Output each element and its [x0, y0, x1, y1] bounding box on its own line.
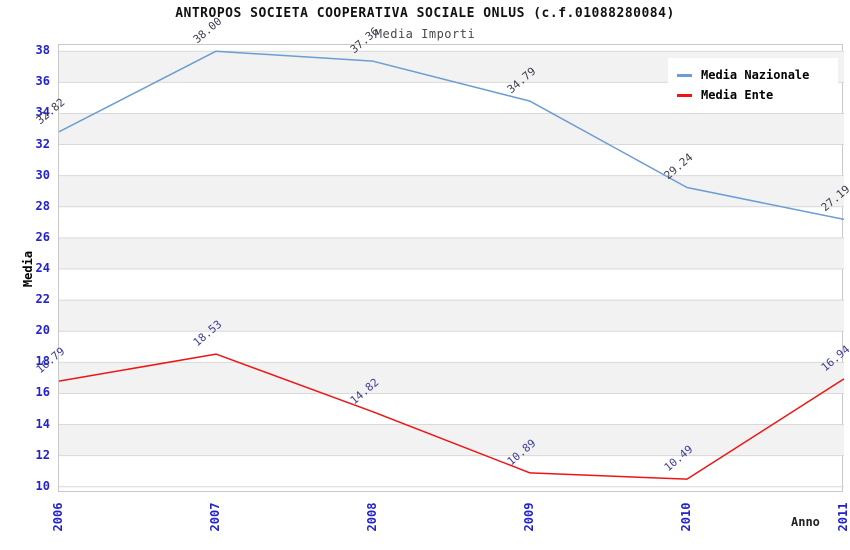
chart-title: ANTROPOS SOCIETA COOPERATIVA SOCIALE ONL…: [175, 6, 675, 21]
series-line-nazionale: [58, 50, 845, 221]
x-tick-label: 2009: [522, 502, 536, 532]
y-tick-label: 14: [35, 416, 50, 431]
legend-item-media-nazionale: Media Nazionale: [677, 65, 829, 85]
band: [59, 237, 844, 269]
y-tick-label: 12: [35, 447, 50, 462]
band: [59, 362, 844, 394]
band: [59, 175, 844, 207]
y-tick-label: 22: [35, 292, 50, 307]
x-tick-label: 2006: [51, 502, 65, 532]
y-tick-label: 10: [35, 478, 50, 493]
chart-subtitle: Media Importi: [374, 27, 476, 41]
y-tick-label: 20: [35, 323, 50, 338]
y-tick-label: 38: [35, 43, 50, 58]
point-value-text: 32.82: [33, 95, 68, 127]
y-tick-label: 18: [35, 354, 50, 369]
plot-svg: [58, 50, 845, 488]
point-value-text: 16.79: [33, 344, 68, 377]
y-tick-label: 30: [35, 167, 50, 182]
series-line-ente: [58, 353, 845, 480]
x-tick-label: 2007: [208, 502, 222, 532]
y-tick-label: 32: [35, 136, 50, 151]
x-axis-title: Anno: [791, 515, 820, 529]
band: [59, 113, 844, 145]
x-tick-label: 2008: [365, 502, 379, 532]
x-tick-label: 2011: [836, 502, 850, 532]
y-tick-label: 16: [35, 385, 50, 400]
y-tick-label: 26: [35, 229, 50, 244]
legend: Media Nazionale Media Ente: [668, 58, 838, 112]
plot-area: [58, 44, 845, 492]
y-tick-label: 28: [35, 198, 50, 213]
y-tick-label: 36: [35, 74, 50, 89]
line-swatch-icon: [677, 93, 692, 97]
legend-item-media-ente: Media Ente: [677, 85, 829, 105]
legend-label: Media Ente: [701, 88, 774, 102]
band: [59, 300, 844, 332]
y-tick-label: 24: [35, 261, 50, 275]
y-tick-label: 34: [35, 105, 50, 120]
band: [59, 424, 844, 456]
x-tick-label: 2010: [679, 502, 693, 532]
line-swatch-icon: [677, 73, 692, 77]
legend-label: Media Nazionale: [701, 68, 810, 82]
